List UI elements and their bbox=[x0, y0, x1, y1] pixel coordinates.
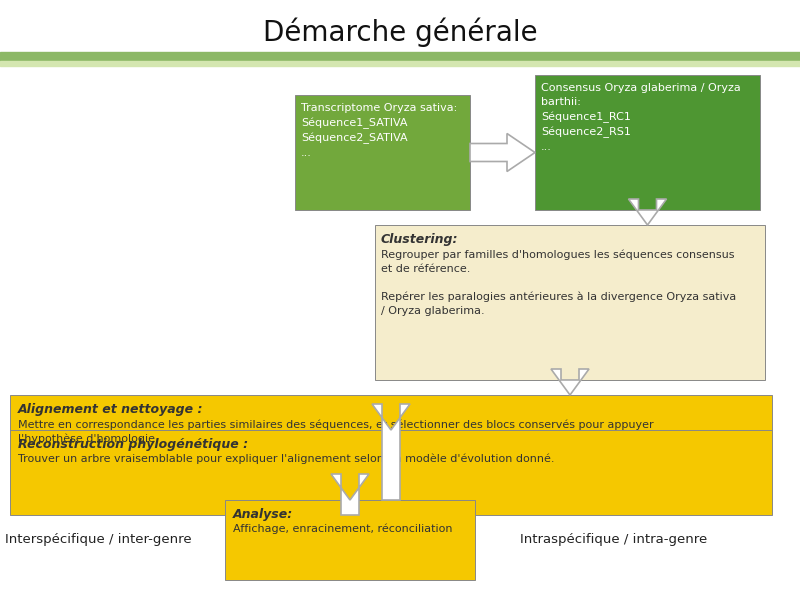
Bar bbox=[10, 395, 772, 500]
Text: Trouver un arbre vraisemblable pour expliquer l'alignement selon un modèle d'évo: Trouver un arbre vraisemblable pour expl… bbox=[18, 454, 554, 464]
Text: Transcriptome Oryza sativa:
Séquence1_SATIVA
Séquence2_SATIVA
...: Transcriptome Oryza sativa: Séquence1_SA… bbox=[301, 103, 458, 158]
Bar bbox=[10, 430, 772, 515]
Text: Reconstruction phylogénétique :: Reconstruction phylogénétique : bbox=[18, 438, 248, 451]
Bar bbox=[535, 75, 760, 210]
Polygon shape bbox=[629, 199, 666, 225]
Text: Analyse:: Analyse: bbox=[233, 508, 294, 521]
Text: Consensus Oryza glaberima / Oryza
barthii:
Séquence1_RC1
Séquence2_RS1
...: Consensus Oryza glaberima / Oryza barthi… bbox=[541, 83, 741, 152]
Text: Affichage, enracinement, réconciliation: Affichage, enracinement, réconciliation bbox=[233, 524, 453, 535]
Text: Regrouper par familles d'homologues les séquences consensus
et de référence.

Re: Regrouper par familles d'homologues les … bbox=[381, 249, 736, 316]
Polygon shape bbox=[331, 474, 369, 515]
Polygon shape bbox=[470, 133, 535, 172]
Text: Clustering:: Clustering: bbox=[381, 233, 458, 246]
Bar bbox=[295, 95, 470, 210]
Bar bbox=[375, 225, 765, 380]
Bar bbox=[0, 52, 800, 61]
Text: Alignement et nettoyage :: Alignement et nettoyage : bbox=[18, 403, 203, 416]
Polygon shape bbox=[551, 369, 589, 395]
Text: Mettre en correspondance les parties similaires des séquences, et sélectionner d: Mettre en correspondance les parties sim… bbox=[18, 419, 654, 444]
Bar bbox=[0, 61, 800, 66]
Polygon shape bbox=[372, 404, 410, 500]
Text: Intraspécifique / intra-genre: Intraspécifique / intra-genre bbox=[520, 533, 707, 547]
Text: Interspécifique / inter-genre: Interspécifique / inter-genre bbox=[5, 533, 192, 547]
Bar bbox=[225, 500, 475, 580]
Text: Démarche générale: Démarche générale bbox=[262, 17, 538, 47]
